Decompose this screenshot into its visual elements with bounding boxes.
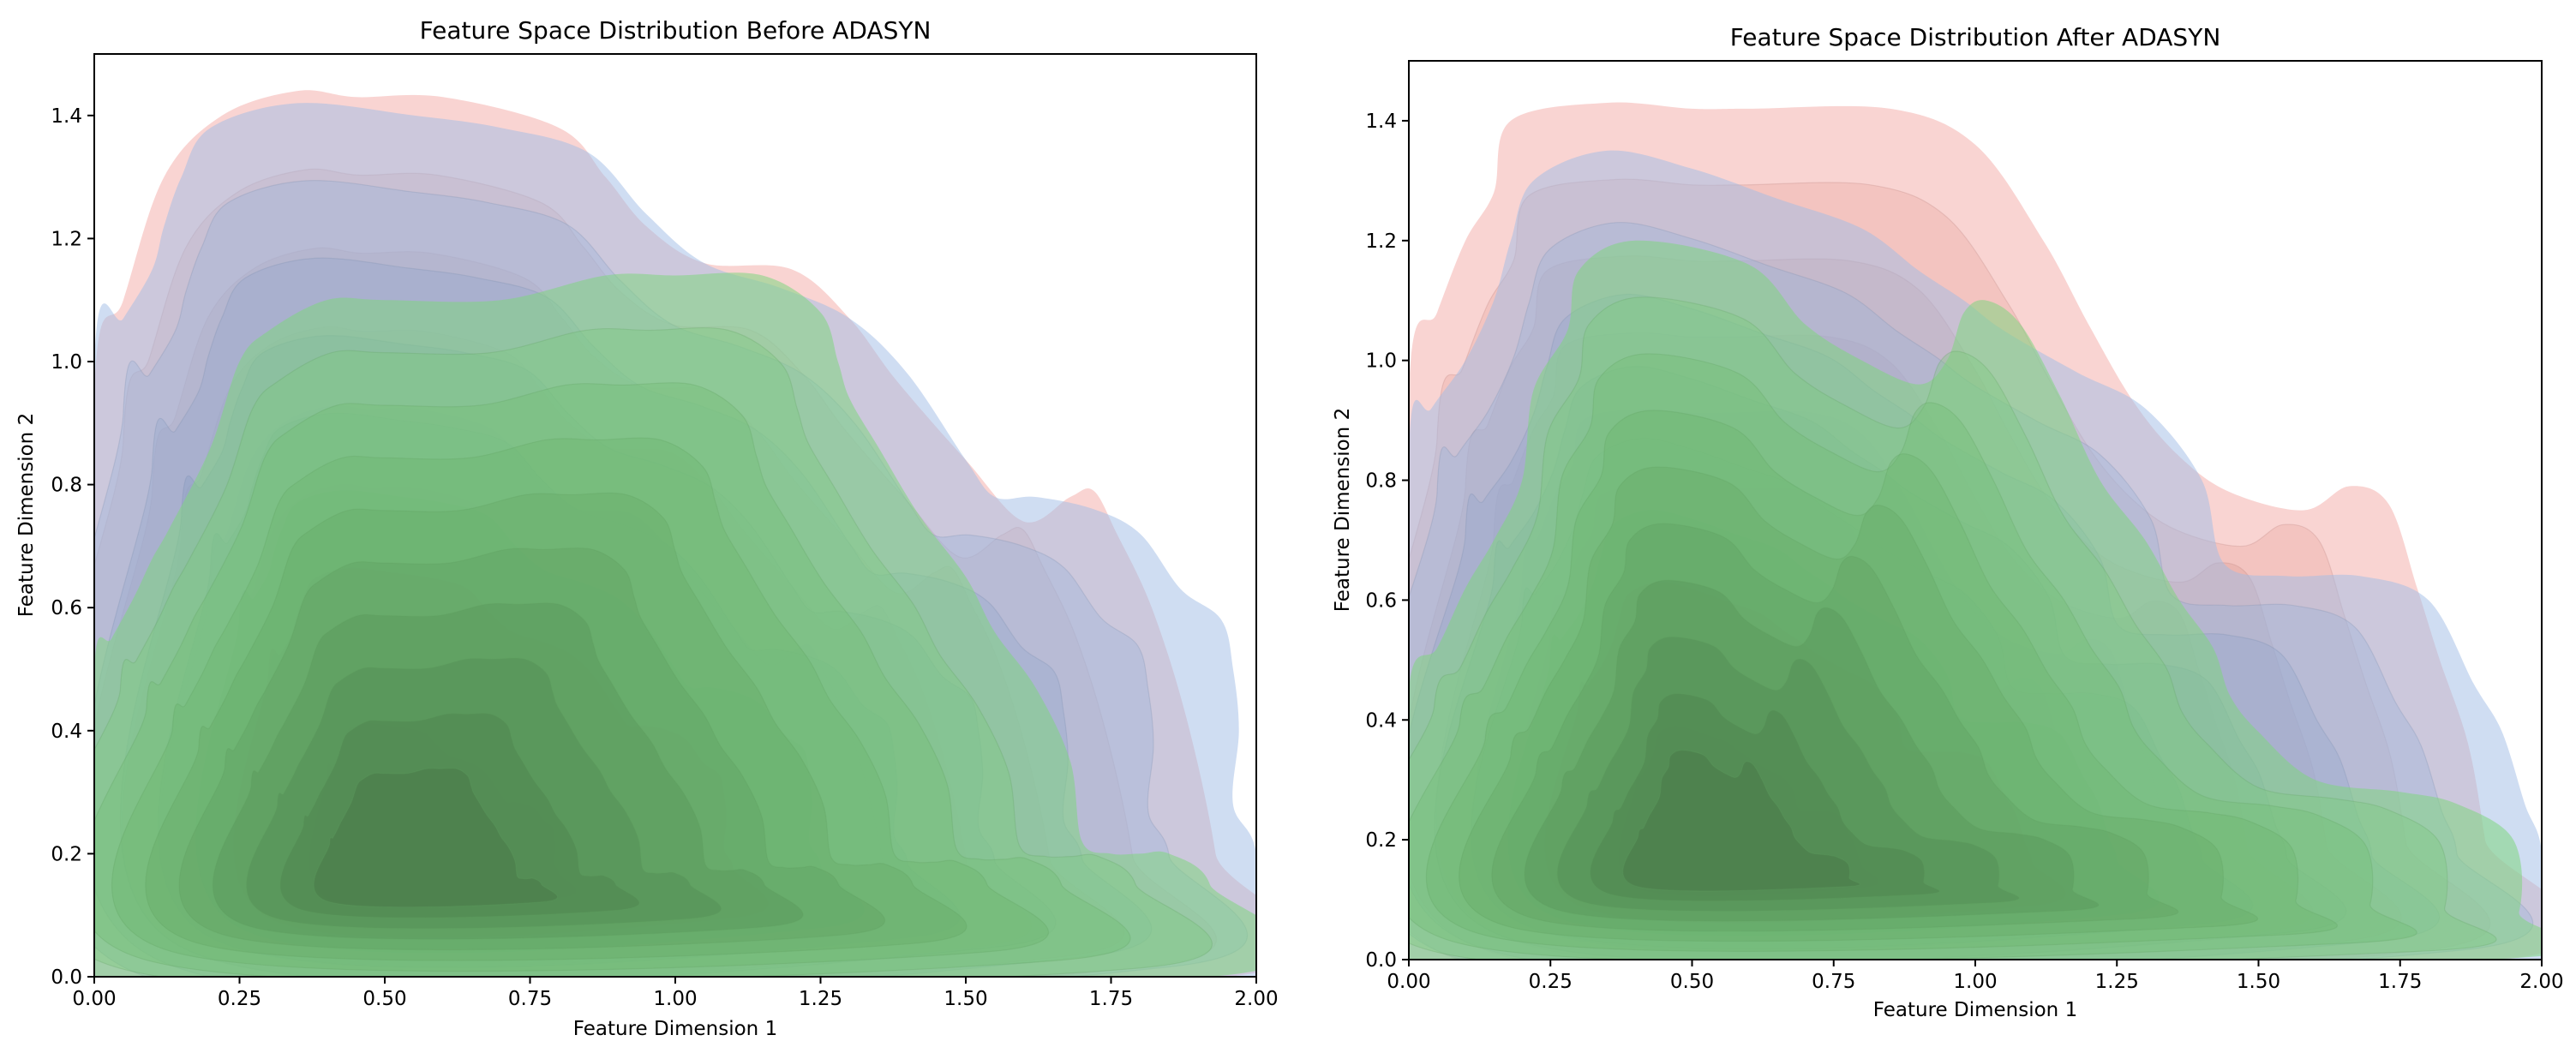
- x-tick-label: 1.75: [1089, 988, 1133, 1010]
- class-green-contour-level-0: [94, 272, 1256, 977]
- x-tick-label: 0.50: [362, 988, 406, 1010]
- class-green-contour-level-0: [1409, 240, 2542, 960]
- x-tick-label: 1.00: [1953, 971, 1997, 993]
- x-tick-label: 0.25: [218, 988, 261, 1010]
- x-tick-label: 1.50: [944, 988, 987, 1010]
- series-class-green: [1409, 240, 2542, 960]
- y-tick-label: 0.8: [1365, 470, 1397, 493]
- x-tick-label: 1.25: [2095, 971, 2139, 993]
- plot-area-before: [94, 90, 1256, 977]
- x-axis-ticks-before: 0.00 0.25 0.50 0.75 1.00 1.25 1.50 1.75 2.00: [72, 977, 1279, 1010]
- class-green-contour-level-6: [1524, 579, 2100, 922]
- class-green-contour-level-9: [1622, 749, 1860, 892]
- class-green-contour-level-5: [1491, 523, 2179, 932]
- class-green-contour-level-7: [246, 657, 722, 930]
- x-tick-label: 1.00: [653, 988, 697, 1010]
- y-tick-label: 1.0: [1365, 350, 1397, 373]
- x-tick-label: 0.25: [1529, 971, 1573, 993]
- y-tick-label: 0.0: [51, 966, 82, 989]
- x-tick-label: 1.25: [799, 988, 842, 1010]
- plot-area-after: [1409, 102, 2542, 960]
- class-green-contour-level-3: [111, 437, 1049, 972]
- x-axis-label-before: Feature Dimension 1: [573, 1018, 777, 1040]
- y-tick-label: 1.4: [1365, 111, 1397, 133]
- class-green-contour-level-2: [94, 382, 1131, 977]
- class-green-contour-level-4: [145, 492, 967, 961]
- x-tick-label: 1.75: [2378, 971, 2422, 993]
- class-green-contour-level-7: [1556, 636, 2020, 912]
- y-tick-label: 0.8: [51, 475, 82, 497]
- y-tick-label: 0.6: [51, 597, 82, 619]
- class-green-contour-level-2: [1409, 353, 2417, 960]
- y-axis-label-before: Feature Dimension 2: [15, 413, 38, 617]
- class-green-contour-level-1: [94, 326, 1213, 977]
- y-tick-label: 0.4: [51, 721, 82, 743]
- x-axis-ticks-after: 0.00 0.25 0.50 0.75 1.00 1.25 1.50 1.75 2.00: [1387, 960, 2564, 993]
- y-axis-ticks-before: 0.0 0.2 0.4 0.6 0.8 1.0 1.2 1.4: [51, 105, 94, 989]
- y-tick-label: 1.2: [51, 228, 82, 250]
- class-green-contour-level-5: [178, 547, 885, 951]
- class-green-contour-level-9: [313, 768, 558, 908]
- x-axis-label-after: Feature Dimension 1: [1873, 999, 2077, 1021]
- y-tick-label: 1.0: [51, 351, 82, 374]
- x-tick-label: 0.75: [1812, 971, 1855, 993]
- x-tick-label: 0.50: [1670, 971, 1714, 993]
- x-tick-label: 1.50: [2237, 971, 2280, 993]
- y-tick-label: 0.6: [1365, 589, 1397, 612]
- y-tick-label: 0.4: [1365, 709, 1397, 732]
- y-tick-label: 0.2: [1365, 829, 1397, 852]
- class-green-contour-level-8: [279, 712, 640, 918]
- chart-title-after: Feature Space Distribution After ADASYN: [1730, 23, 2221, 51]
- class-green-contour-level-3: [1425, 410, 2338, 952]
- class-green-contour-level-1: [1409, 296, 2497, 960]
- class-green-contour-level-4: [1459, 466, 2259, 942]
- chart-title-before: Feature Space Distribution Before ADASYN: [420, 16, 932, 45]
- chart-panel-before: 0.00 0.25 0.50 0.75 1.00 1.25 1.50 1.75 2.00 0.0…: [15, 16, 1279, 1040]
- x-tick-label: 0.75: [508, 988, 552, 1010]
- y-tick-label: 0.0: [1365, 949, 1397, 972]
- y-axis-label-after: Feature Dimension 2: [1332, 408, 1354, 612]
- x-tick-label: 2.00: [1234, 988, 1278, 1010]
- y-tick-label: 0.2: [51, 843, 82, 865]
- x-tick-label: 0.00: [72, 988, 116, 1010]
- series-class-green: [94, 272, 1256, 977]
- y-tick-label: 1.4: [51, 105, 82, 128]
- y-axis-ticks-after: 0.0 0.2 0.4 0.6 0.8 1.0 1.2 1.4: [1365, 111, 1409, 972]
- x-tick-label: 0.00: [1387, 971, 1430, 993]
- chart-panel-after: 0.00 0.25 0.50 0.75 1.00 1.25 1.50 1.75 2.00 0.0…: [1332, 23, 2564, 1021]
- class-green-contour-level-6: [212, 602, 804, 940]
- class-green-contour-level-8: [1590, 692, 1940, 902]
- x-tick-label: 2.00: [2519, 971, 2563, 993]
- y-tick-label: 1.2: [1365, 230, 1397, 253]
